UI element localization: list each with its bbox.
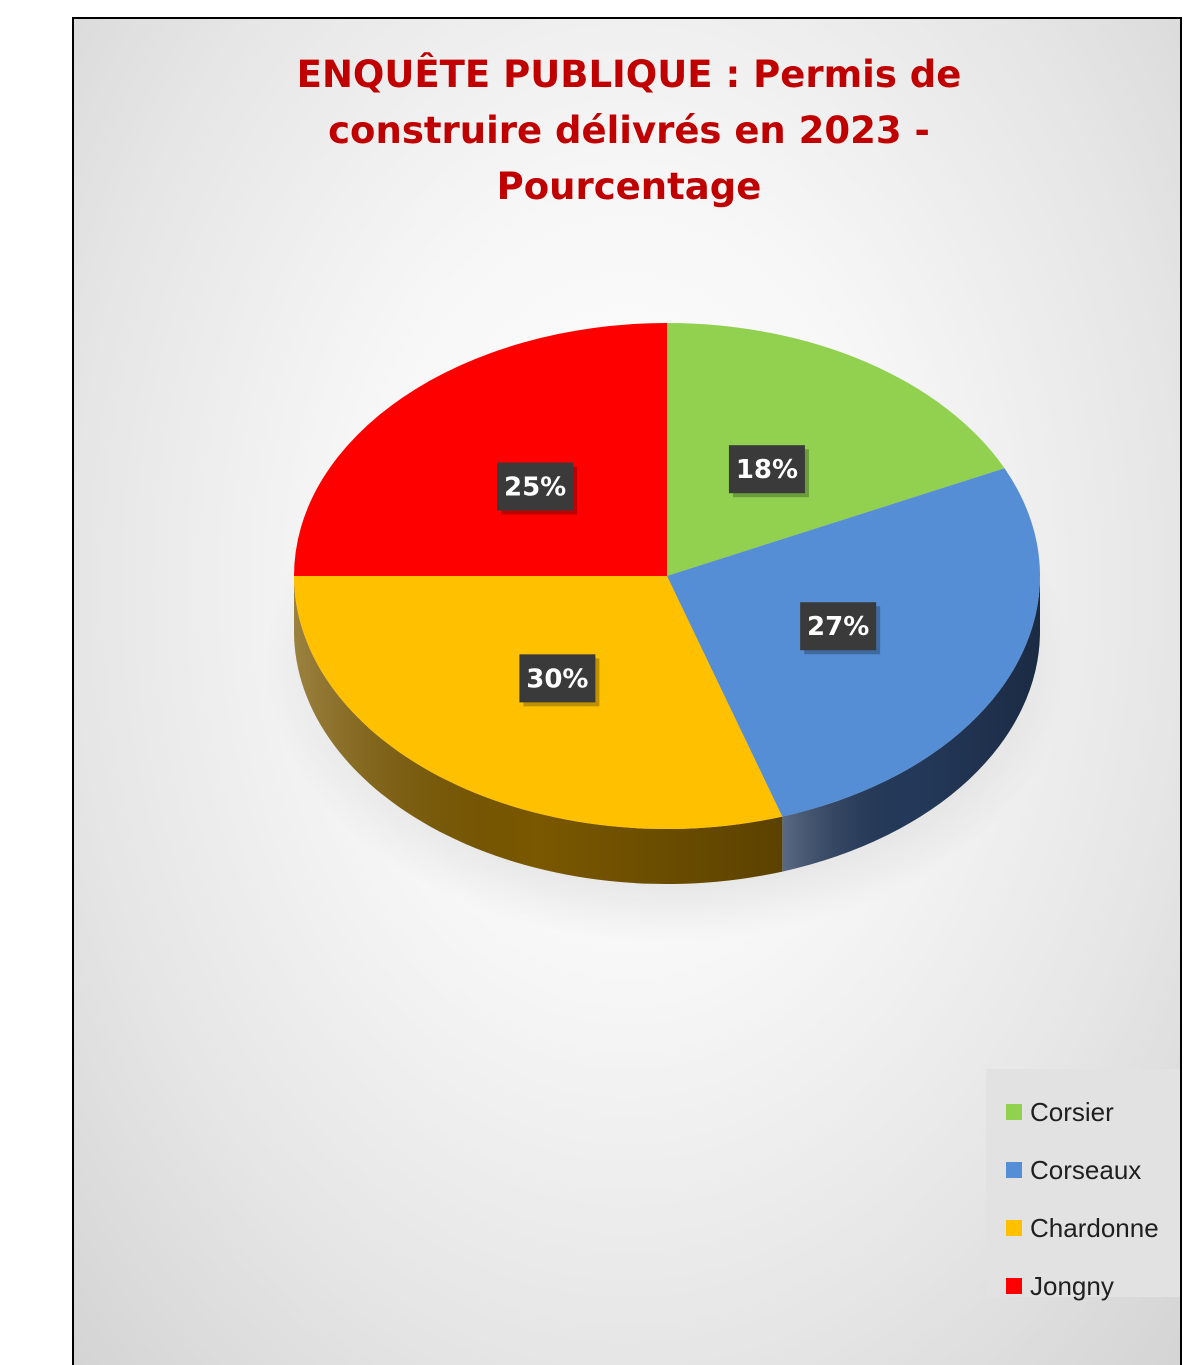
legend-entry-chardonne: Chardonne	[986, 1199, 1180, 1257]
data-label-box-corsier	[728, 445, 805, 494]
chart-title-line-3: Pourcentage	[496, 165, 762, 208]
legend-label-corseaux: Corseaux	[1030, 1154, 1142, 1185]
data-label-corseaux: 27%	[800, 602, 881, 655]
slice-jongny	[294, 323, 667, 576]
legend-swatch-chardonne	[1006, 1220, 1022, 1236]
data-label-chardonne: 30%	[519, 654, 600, 707]
pie-chart: 18% 27% 30% 25%	[264, 323, 1070, 942]
legend-swatch-jongny	[1006, 1278, 1022, 1294]
legend-swatch-corsier	[1006, 1104, 1022, 1120]
slice-chardonne	[294, 576, 783, 830]
slice-side-shade-chardonne	[294, 576, 783, 884]
legend-entry-jongny: Jongny	[986, 1257, 1180, 1315]
data-label-box-chardonne	[519, 654, 596, 703]
data-label-box-jongny	[497, 462, 574, 511]
legend-swatch-corseaux	[1006, 1162, 1022, 1178]
slice-corsier	[667, 323, 1005, 576]
pie-slices	[294, 323, 1040, 830]
legend-entry-corsier: Corsier	[986, 1083, 1180, 1141]
legend-entry-corseaux: Corseaux	[986, 1141, 1180, 1199]
data-label-text-corsier: 18%	[736, 455, 798, 485]
data-label-box-corseaux	[800, 602, 877, 651]
data-label-text-chardonne: 30%	[526, 664, 588, 694]
chart-title: ENQUÊTE PUBLIQUE : Permis de construire …	[74, 47, 1180, 215]
slice-side-shade-corseaux	[782, 576, 1040, 872]
data-label-text-corseaux: 27%	[807, 612, 869, 642]
data-label-text-jongny: 25%	[504, 473, 566, 503]
pie-data-labels: 18% 27% 30% 25%	[497, 445, 881, 707]
legend: Corsier Corseaux Chardonne Jongny	[986, 1069, 1180, 1301]
legend-label-corsier: Corsier	[1030, 1096, 1114, 1127]
chart-title-line-2: construire délivrés en 2023 -	[328, 109, 930, 152]
legend-label-chardonne: Chardonne	[1030, 1212, 1159, 1243]
chart-area: ENQUÊTE PUBLIQUE : Permis de construire …	[72, 17, 1182, 1365]
data-label-jongny: 25%	[497, 462, 578, 515]
data-label-corsier: 18%	[728, 445, 809, 498]
pie-sides	[294, 576, 1040, 884]
chart-title-line-1: ENQUÊTE PUBLIQUE : Permis de	[296, 53, 962, 96]
legend-label-jongny: Jongny	[1030, 1270, 1114, 1301]
